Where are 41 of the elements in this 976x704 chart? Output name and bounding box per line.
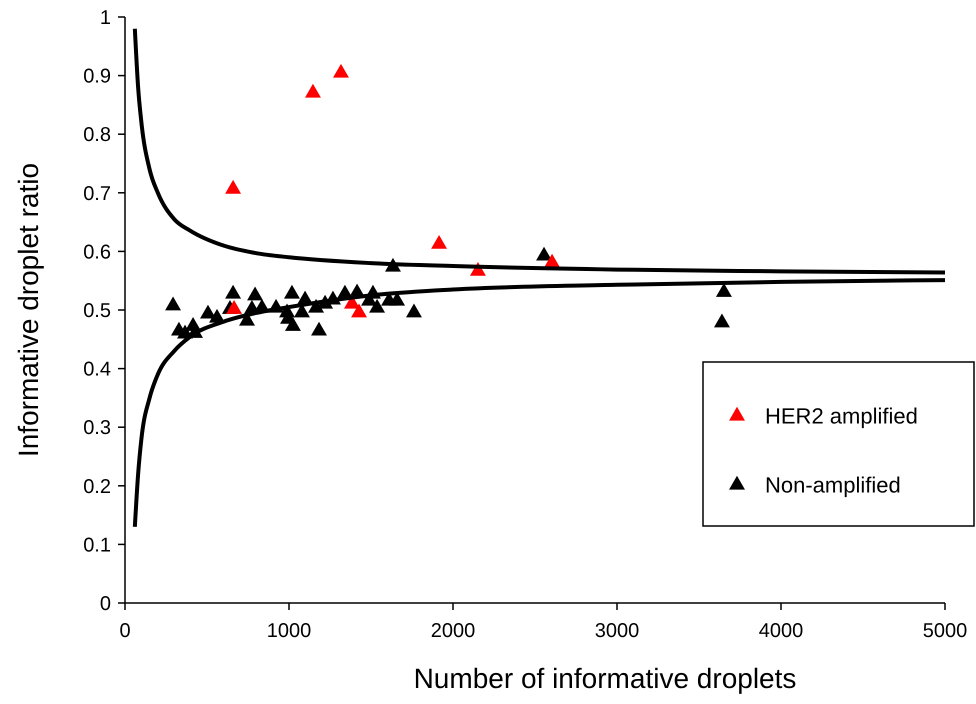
y-tick-label: 1 [100,7,111,29]
y-tick-label: 0.1 [83,534,111,556]
x-tick-label: 1000 [266,620,312,642]
legend-label: Non-amplified [765,472,901,498]
point [536,246,552,261]
point [225,284,242,299]
line-series [132,278,947,529]
x-tick-label: 3000 [594,620,640,642]
x-tick-label: 0 [119,620,131,642]
y-axis-title: Informative droplet ratio [13,162,44,458]
point [716,283,732,297]
line-series [132,26,947,274]
point [431,234,448,249]
x-tick-label: 2000 [430,620,476,642]
x-axis-title: Number of informative droplets [414,663,796,694]
point [311,322,327,336]
point [284,284,300,299]
point [333,64,349,78]
legend-label: HER2 amplified [765,404,918,429]
y-tick-label: 0.6 [83,241,111,264]
point [165,296,182,310]
point [714,314,730,328]
y-tick-label: 0.4 [83,358,111,381]
point [406,304,422,318]
point [226,300,242,314]
y-tick-label: 0 [100,593,111,615]
point [369,298,386,313]
y-tick-label: 0.3 [83,417,111,440]
y-tick-label: 0.5 [83,300,111,322]
y-tick-label: 0.7 [83,182,111,205]
point [247,286,264,300]
point [225,180,242,194]
y-tick-label: 0.8 [83,124,111,146]
x-tick-label: 4000 [758,620,804,642]
point [200,304,216,319]
y-tick-label: 0.9 [83,66,111,88]
point [351,304,367,318]
x-tick-label: 5000 [922,620,968,642]
y-tick-label: 0.2 [83,476,111,498]
point [284,317,301,331]
point [304,84,321,98]
